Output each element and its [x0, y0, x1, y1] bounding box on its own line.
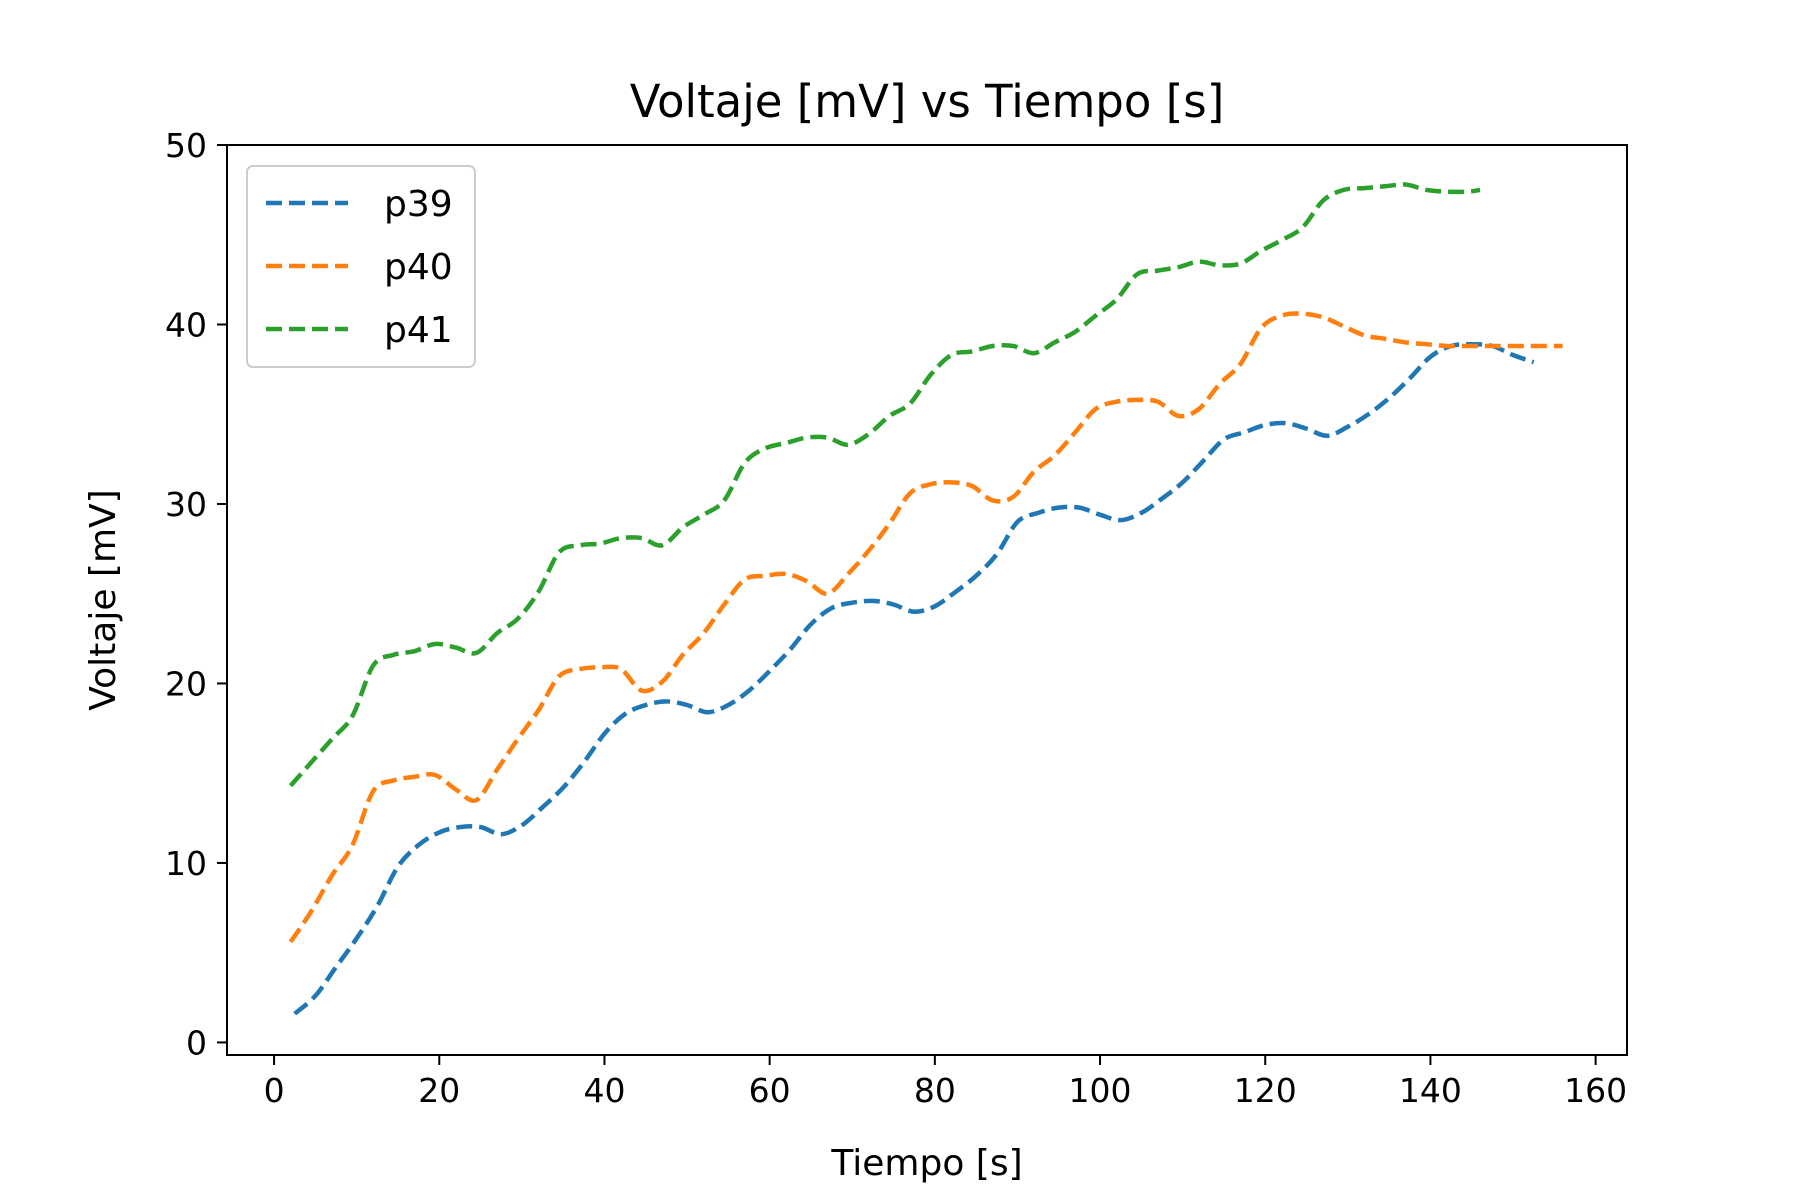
legend-items: p39 p40 p41 [266, 184, 453, 351]
series-layer [288, 182, 1563, 1016]
x-tick-label: 100 [1069, 1071, 1132, 1110]
x-axis-label: Tiempo [s] [830, 1143, 1022, 1184]
x-axis-ticks: 0 20 40 60 80 100 120 140 160 [264, 1055, 1627, 1110]
y-tick-label: 0 [186, 1023, 207, 1062]
legend-box [246, 165, 476, 368]
series-line-p40 [288, 311, 1563, 944]
y-tick-label: 10 [165, 844, 207, 883]
x-tick-label: 120 [1234, 1071, 1297, 1110]
x-tick-label: 40 [583, 1071, 625, 1110]
legend: p39 p40 p41 [246, 165, 476, 368]
y-tick-label: 40 [165, 305, 207, 344]
x-tick-label: 0 [264, 1071, 285, 1110]
series-line-p39 [293, 341, 1535, 1016]
legend-label-p40: p40 [384, 247, 453, 288]
y-tick-label: 20 [165, 664, 207, 703]
chart-title: Voltaje [mV] vs Tiempo [s] [630, 75, 1225, 128]
plot-frame [226, 144, 1628, 1056]
y-tick-label: 50 [165, 126, 207, 165]
series-line-p41 [288, 182, 1481, 788]
x-tick-label: 160 [1564, 1071, 1627, 1110]
y-tick-label: 30 [165, 485, 207, 524]
y-axis-label: Voltaje [mV] [83, 489, 124, 710]
x-tick-label: 140 [1399, 1071, 1462, 1110]
y-axis-ticks: 0 10 20 30 40 50 [165, 126, 227, 1062]
x-tick-label: 60 [749, 1071, 791, 1110]
x-tick-label: 80 [914, 1071, 956, 1110]
legend-label-p41: p41 [384, 310, 453, 351]
legend-label-p39: p39 [384, 184, 453, 225]
x-tick-label: 20 [418, 1071, 460, 1110]
